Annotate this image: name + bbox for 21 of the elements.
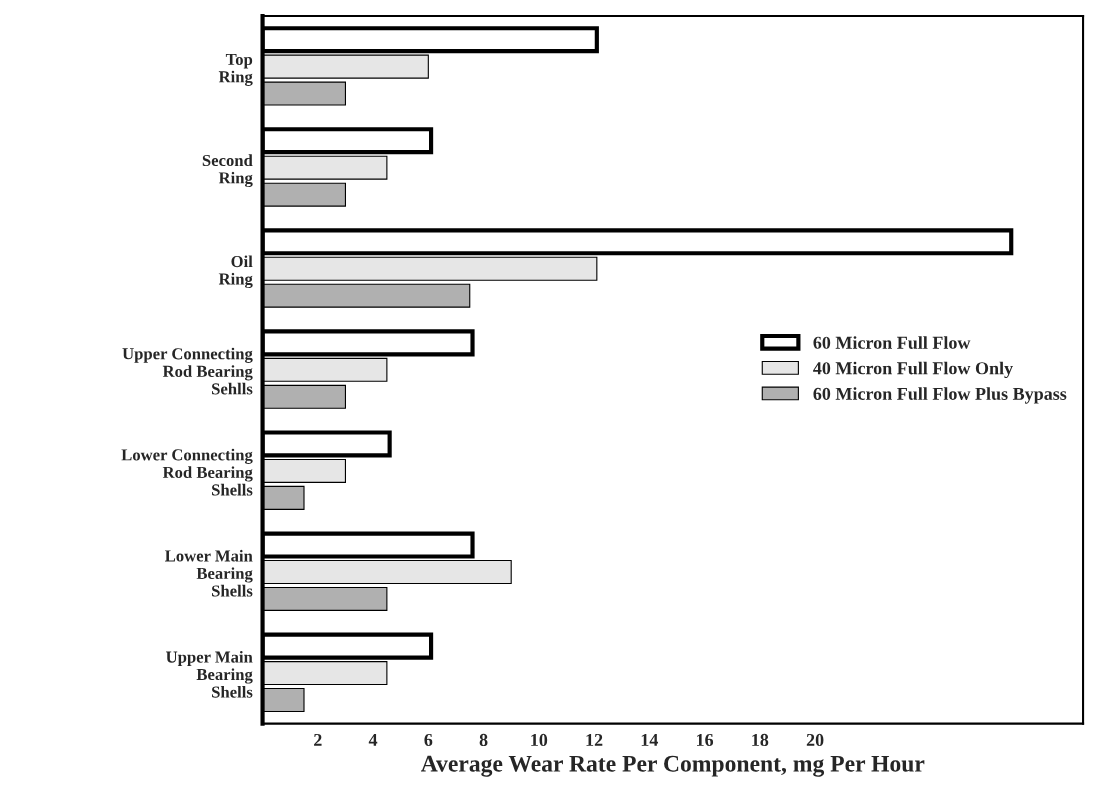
x-tick-label: 12 bbox=[586, 733, 603, 746]
x-tick-label: 8 bbox=[479, 733, 488, 747]
y-tick-label: Upper Connecting Rod Bearing Sehlls bbox=[122, 347, 253, 395]
y-tick-label: Lower Connecting Rod Bearing Shells bbox=[121, 448, 253, 496]
y-tick-label: Oil Ring bbox=[218, 255, 253, 289]
y-tick-label: Upper Main Bearing Shells bbox=[166, 650, 253, 698]
x-tick-label: 4 bbox=[368, 733, 378, 746]
y-tick-label: Second Ring bbox=[202, 154, 253, 188]
y-tick-label: Top Ring bbox=[218, 53, 253, 86]
y-tick-label: Lower Main Bearing Shells bbox=[165, 549, 253, 597]
legend-label: 60 Micron Full Flow Plus Bypass bbox=[813, 387, 1067, 404]
x-tick-label: 2 bbox=[314, 733, 322, 746]
x-tick-label: 18 bbox=[752, 733, 769, 747]
x-tick-label: 6 bbox=[424, 733, 433, 747]
legend-label: 40 Micron Full Flow Only bbox=[813, 361, 1013, 379]
x-axis-title: Average Wear Rate Per Component, mg Per Hour bbox=[420, 755, 925, 777]
x-tick-label: 10 bbox=[531, 733, 548, 747]
x-tick-label: 20 bbox=[806, 733, 824, 747]
x-tick-label: 14 bbox=[641, 733, 659, 746]
legend-label: 60 Micron Full Flow bbox=[813, 336, 971, 349]
x-tick-label: 16 bbox=[697, 733, 714, 747]
